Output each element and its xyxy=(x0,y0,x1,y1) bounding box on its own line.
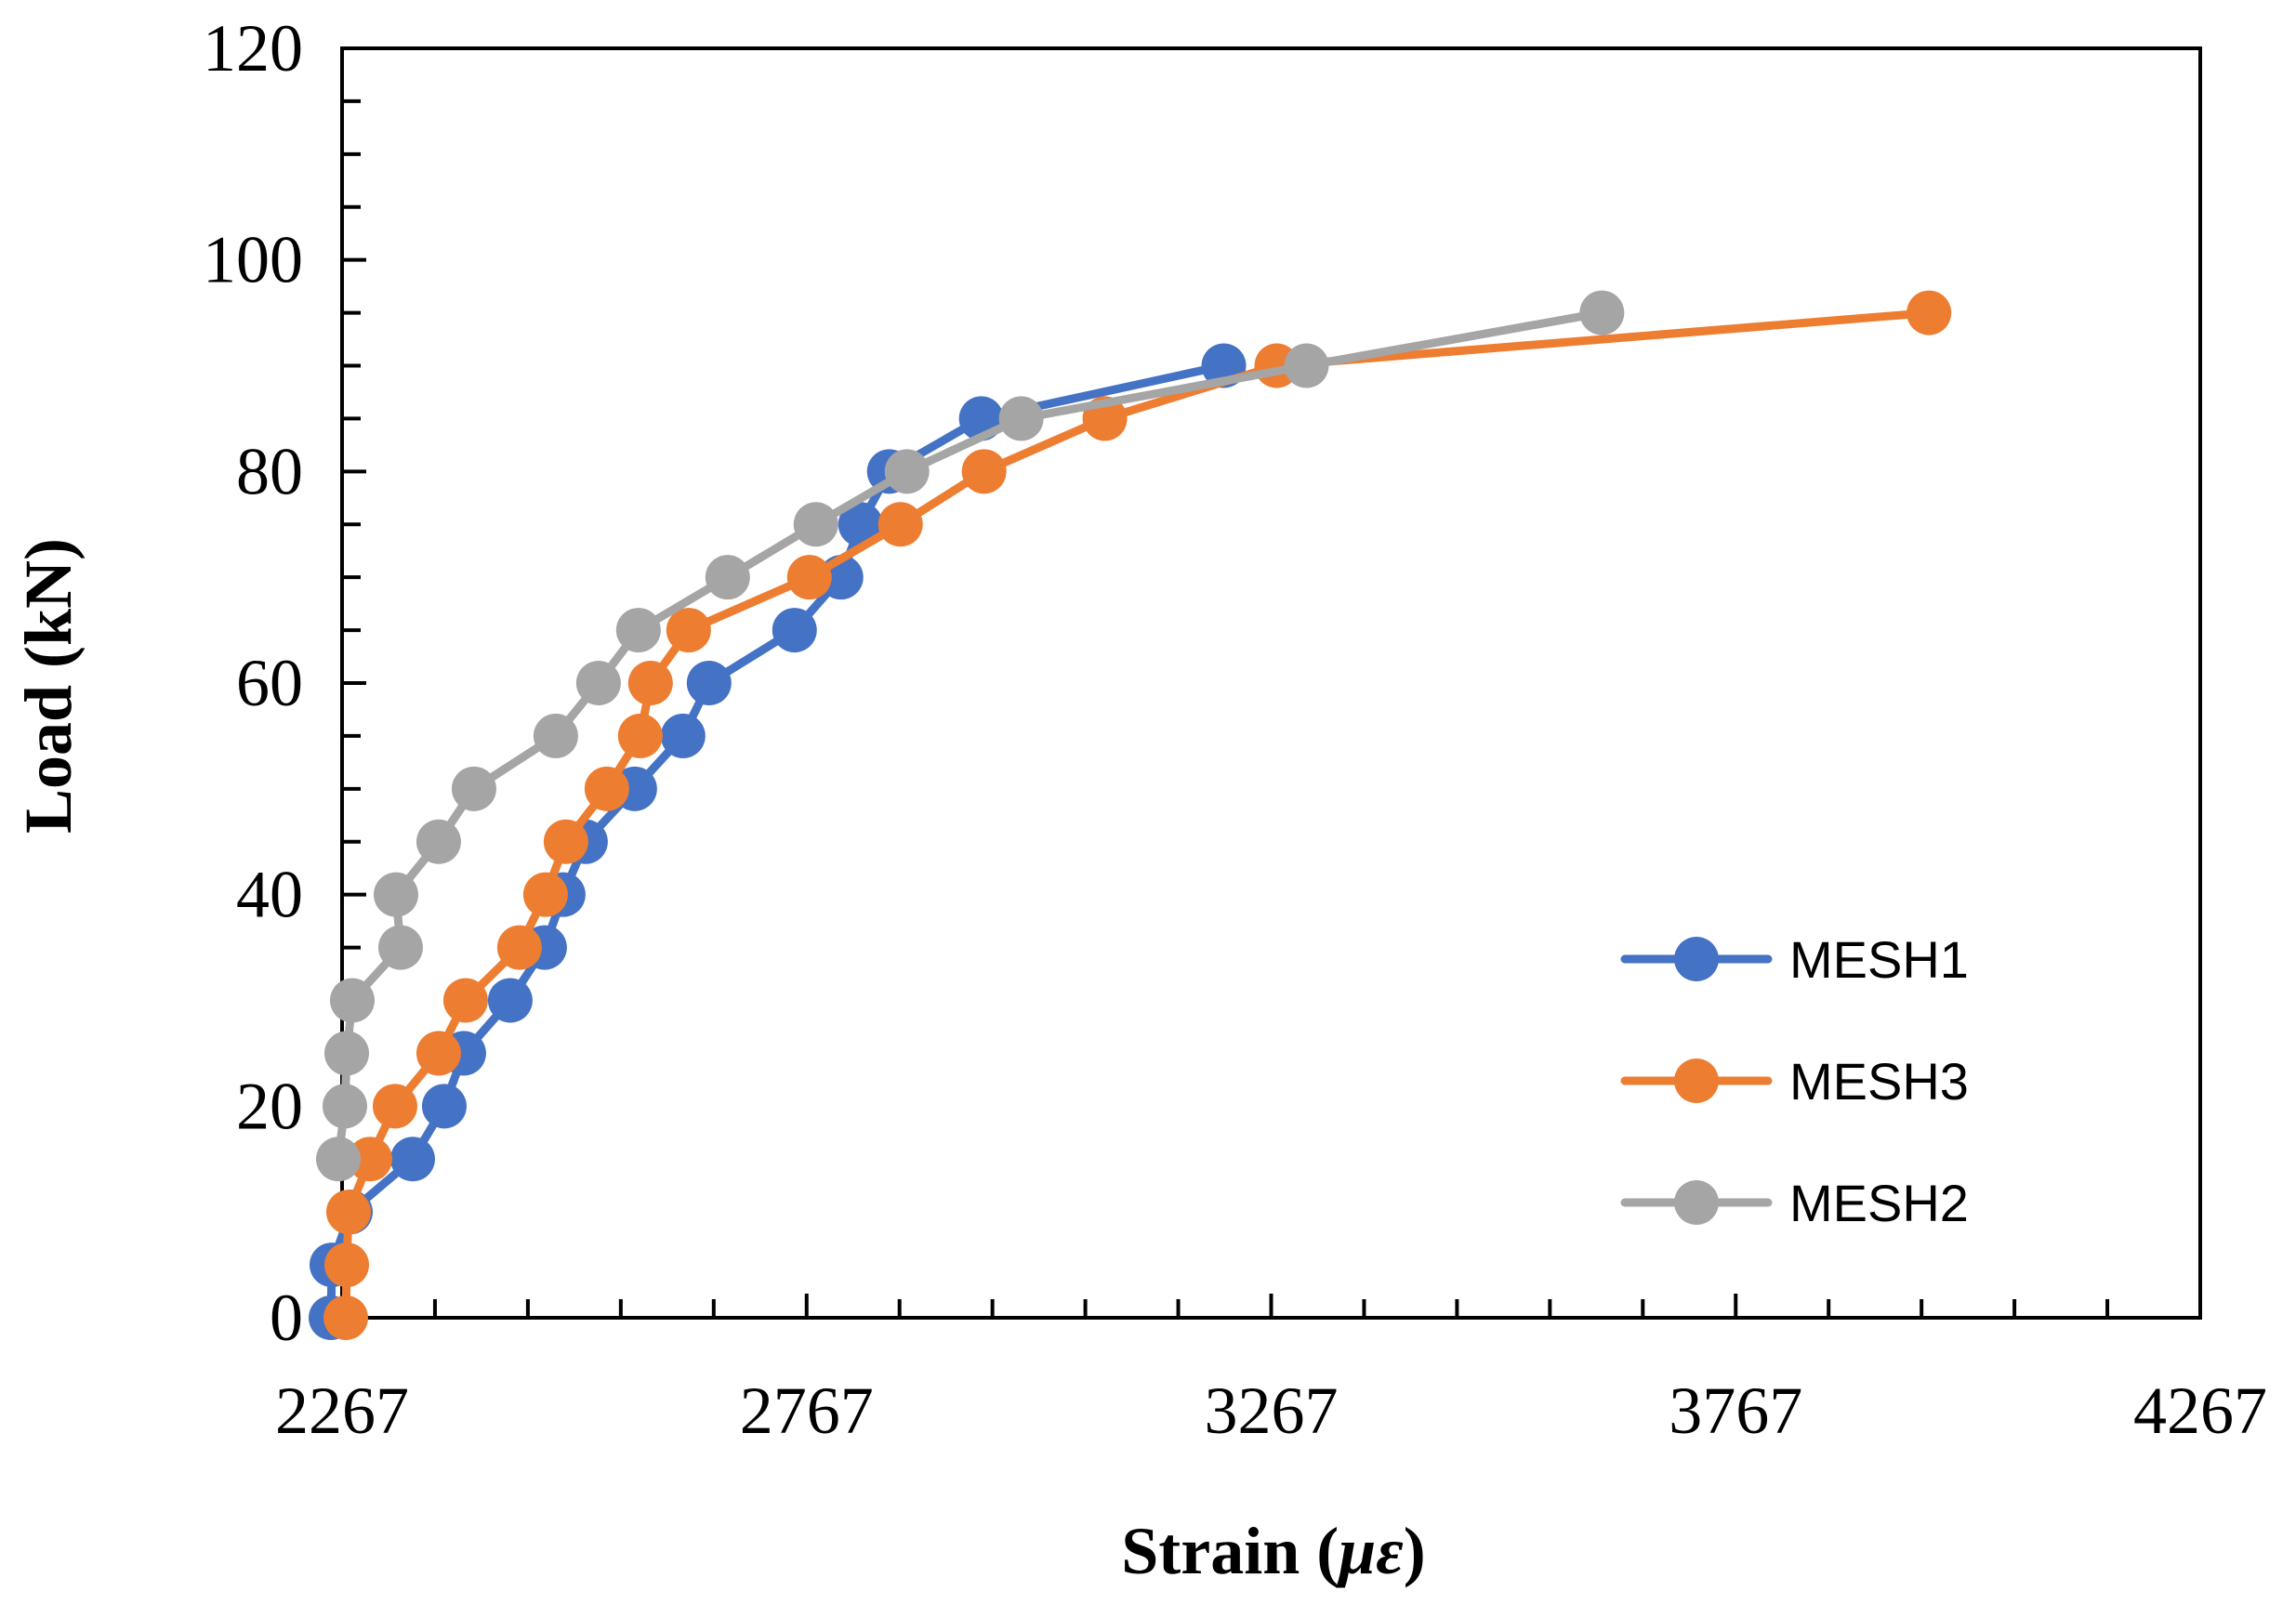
data-point-mesh2 xyxy=(1284,343,1329,388)
data-point-mesh3 xyxy=(584,766,629,811)
data-point-mesh2 xyxy=(322,1084,367,1129)
data-point-mesh2 xyxy=(316,1137,362,1182)
y-tick-label: 100 xyxy=(203,223,303,297)
data-point-mesh3 xyxy=(617,713,663,758)
data-point-mesh2 xyxy=(575,661,621,705)
series-line-mesh3 xyxy=(341,309,1933,1322)
legend-marker xyxy=(1674,1180,1719,1225)
series-line-mesh2 xyxy=(334,309,1606,1164)
data-point-mesh1 xyxy=(487,978,533,1023)
data-point-mesh1 xyxy=(421,1084,467,1129)
legend-item-mesh2: MESH2 xyxy=(1620,1174,1969,1232)
data-point-mesh2 xyxy=(416,819,461,864)
data-point-mesh2 xyxy=(793,502,838,547)
series-line-mesh1 xyxy=(326,362,1228,1322)
legend-item-mesh3: MESH3 xyxy=(1620,1052,1969,1111)
y-tick-label: 120 xyxy=(203,11,303,85)
data-point-mesh2 xyxy=(615,608,661,653)
series-mesh2 xyxy=(316,290,1625,1182)
data-point-mesh3 xyxy=(627,661,673,705)
data-point-mesh3 xyxy=(961,449,1007,494)
data-point-mesh3 xyxy=(416,1031,461,1076)
data-point-mesh3 xyxy=(666,608,711,653)
legend-label: MESH2 xyxy=(1789,1174,1969,1232)
x-axis-title-close: ) xyxy=(1404,1514,1426,1588)
x-tick-label: 4267 xyxy=(2133,1374,2267,1448)
legend-item-mesh1: MESH1 xyxy=(1620,930,1969,989)
legend-label: MESH1 xyxy=(1789,930,1969,989)
x-tick-label: 2767 xyxy=(740,1374,874,1448)
x-tick-label: 2267 xyxy=(275,1374,409,1448)
legend-label: MESH3 xyxy=(1789,1052,1969,1111)
data-point-mesh1 xyxy=(389,1137,435,1182)
x-axis-title-text: Strain ( xyxy=(1121,1514,1339,1588)
legend-marker xyxy=(1674,1058,1719,1103)
data-point-mesh1 xyxy=(686,661,732,705)
data-point-mesh3 xyxy=(347,1137,392,1182)
y-tick-label: 80 xyxy=(236,434,303,508)
data-point-mesh3 xyxy=(442,978,488,1023)
data-point-mesh2 xyxy=(451,766,496,811)
data-point-mesh3 xyxy=(372,1084,417,1129)
data-point-mesh2 xyxy=(329,978,375,1023)
data-point-mesh3 xyxy=(543,819,588,864)
x-tick-label: 3267 xyxy=(1205,1374,1339,1448)
data-point-mesh1 xyxy=(772,608,817,653)
data-point-mesh1 xyxy=(660,713,706,758)
x-axis-title-symbol: με xyxy=(1335,1514,1404,1588)
data-point-mesh3 xyxy=(786,555,832,600)
legend: MESH1 MESH3 MESH2 xyxy=(1620,930,1969,1232)
data-point-mesh2 xyxy=(373,872,418,917)
y-tick-label: 40 xyxy=(236,858,303,932)
data-point-mesh3 xyxy=(496,925,542,970)
x-tick-label: 3767 xyxy=(1669,1374,1802,1448)
y-axis-title: Load (kN) xyxy=(11,538,86,834)
legend-marker xyxy=(1674,937,1719,981)
series-mesh3 xyxy=(323,290,1952,1340)
data-point-mesh3 xyxy=(323,1242,369,1288)
data-point-mesh1 xyxy=(838,502,883,547)
x-axis-title: Strain (με) xyxy=(1121,1514,1426,1588)
data-point-mesh3 xyxy=(1907,290,1952,335)
axes: 0 20 40 60 80 100 120 2267 2767 3267 3767 4267 xyxy=(203,11,2267,1448)
data-point-mesh2 xyxy=(998,396,1044,441)
data-point-mesh3 xyxy=(323,1295,368,1340)
data-point-mesh2 xyxy=(1579,290,1625,335)
data-point-mesh2 xyxy=(884,449,930,494)
series-layer xyxy=(309,290,1952,1340)
data-point-mesh2 xyxy=(377,925,423,970)
y-tick-label: 0 xyxy=(270,1281,303,1355)
data-point-mesh3 xyxy=(877,502,923,547)
data-point-mesh3 xyxy=(522,872,568,917)
data-point-mesh3 xyxy=(325,1190,371,1235)
data-point-mesh2 xyxy=(705,555,750,600)
y-tick-label: 60 xyxy=(236,646,303,720)
y-tick-label: 20 xyxy=(236,1069,303,1143)
data-point-mesh2 xyxy=(533,713,578,758)
data-point-mesh2 xyxy=(323,1031,369,1076)
